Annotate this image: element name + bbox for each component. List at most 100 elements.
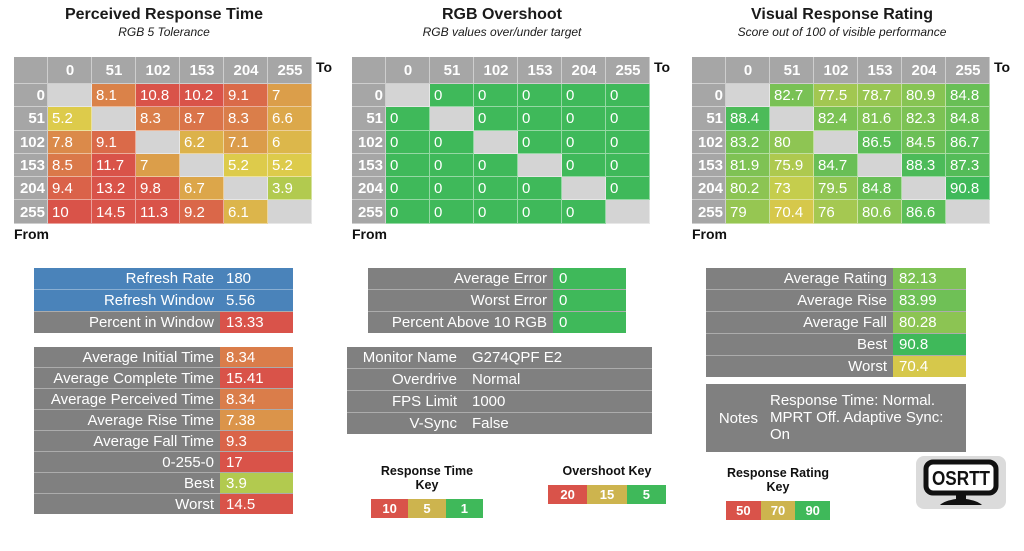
heatmap-cell: 8.3 — [224, 107, 268, 131]
key-title: Overshoot Key — [562, 464, 652, 478]
column-header: 255 — [946, 57, 990, 84]
column-header: 102 — [136, 57, 180, 84]
key-bar: 50 70 90 — [726, 501, 831, 520]
heatmap-cell: 8.1 — [92, 84, 136, 108]
from-axis-label: From — [352, 226, 387, 242]
from-axis-label: From — [692, 226, 727, 242]
heatmap-cell: 14.5 — [92, 200, 136, 224]
column-header: 51 — [430, 57, 474, 84]
heatmap-blank-cell — [946, 200, 990, 224]
heatmap-cell: 6 — [268, 130, 312, 154]
heatmap-cell: 84.8 — [858, 177, 902, 201]
heatmap-cell: 0 — [430, 177, 474, 201]
stat-label: Average Rise — [797, 292, 887, 309]
row-header: 51 — [692, 107, 726, 131]
stat-label: Average Rating — [783, 270, 887, 287]
heatmap-cell: 10 — [48, 200, 92, 224]
heatmap-title: RGB Overshoot — [441, 6, 562, 23]
stat-row: Worst Error 0 — [368, 289, 626, 311]
stat-row: V-Sync False — [347, 412, 652, 434]
heatmap-cell: 0 — [386, 200, 430, 224]
heatmap-cell: 75.9 — [770, 153, 814, 178]
stat-label: Average Error — [453, 270, 547, 287]
heatmap-cell: 80.6 — [858, 200, 902, 224]
heatmap-cell: 7.1 — [224, 130, 268, 154]
stat-label: Monitor Name — [362, 349, 457, 366]
heatmap-blank-cell — [562, 177, 606, 201]
stat-row: Percent in Window 13.33 — [34, 311, 293, 333]
heatmap-blank-cell — [136, 130, 180, 154]
stat-value: 83.99 — [893, 290, 966, 311]
stat-label: Best — [856, 336, 887, 353]
heatmap-cell: 0 — [430, 200, 474, 224]
heatmap-cell: 10.8 — [136, 84, 180, 108]
heatmap-blank-cell — [268, 200, 312, 224]
heatmap-cell: 0 — [606, 177, 650, 201]
heatmap-cell: 80 — [770, 130, 814, 154]
stat-row: Worst 14.5 — [34, 493, 293, 514]
column-header: 255 — [606, 57, 650, 84]
column-header: 204 — [224, 57, 268, 84]
stats-table-monitor-info: Monitor Name G274QPF E2 Overdrive Normal FPS… — [347, 347, 652, 434]
heatmap-cell: 88.4 — [726, 107, 770, 131]
key-cell: 1 — [445, 499, 483, 518]
heatmap-blank-cell — [814, 130, 858, 154]
row-header: 255 — [14, 200, 48, 224]
heatmap-blank-cell — [902, 177, 946, 201]
row-header: 204 — [352, 177, 386, 201]
heatmap-blank-cell — [386, 84, 430, 108]
row-header: 0 — [14, 84, 48, 108]
heatmap-cell: 87.3 — [946, 153, 990, 178]
row-header: 51 — [352, 107, 386, 131]
stat-value: 0 — [553, 290, 626, 311]
heatmap-cell: 0 — [518, 130, 562, 154]
stat-row: Notes Response Time: Normal. MPRT Off. Ad… — [706, 384, 966, 452]
heatmap-cell: 9.1 — [92, 130, 136, 154]
column-header: 51 — [770, 57, 814, 84]
row-header: 153 — [14, 153, 48, 178]
row-header: 0 — [352, 84, 386, 108]
heatmap-blank-cell — [726, 84, 770, 108]
stat-value: 90.8 — [893, 334, 966, 355]
heatmap-cell: 5.2 — [268, 153, 312, 178]
stat-value: 70.4 — [893, 356, 966, 377]
heatmap-cell: 13.2 — [92, 177, 136, 201]
column-header: 204 — [562, 57, 606, 84]
column-header: 255 — [268, 57, 312, 84]
stat-label: Worst Error — [470, 292, 547, 309]
heatmap-cell: 0 — [606, 153, 650, 178]
heatmap-blank-cell — [474, 130, 518, 154]
heatmap-cell: 82.3 — [902, 107, 946, 131]
heatmap-cell: 0 — [430, 153, 474, 178]
heatmap-cell: 7 — [136, 153, 180, 178]
heatmap-cell: 6.1 — [224, 200, 268, 224]
stat-label: Average Rise Time — [87, 411, 214, 429]
stats-table-rating: Average Rating 82.13 Average Rise 83.99 Aver… — [706, 268, 966, 377]
stat-label: FPS Limit — [391, 393, 457, 410]
row-header: 102 — [14, 130, 48, 154]
monitor-icon: OSRTT — [923, 459, 999, 505]
heatmap-cell: 0 — [474, 200, 518, 224]
stat-value: 13.33 — [220, 312, 293, 333]
key-title: Response Time Key — [380, 464, 474, 492]
to-axis-label: To — [316, 59, 333, 75]
stat-label: Worst — [848, 358, 887, 375]
heatmap-cell: 90.8 — [946, 177, 990, 201]
stat-row: Overdrive Normal — [347, 368, 652, 390]
heatmap-blank-cell — [224, 177, 268, 201]
heatmap-cell: 0 — [518, 200, 562, 224]
row-header: 255 — [692, 200, 726, 224]
stat-value: Normal — [472, 371, 521, 388]
column-header: 204 — [902, 57, 946, 84]
heatmap-blank-cell — [180, 153, 224, 178]
heatmap-cell: 0 — [474, 107, 518, 131]
heatmap-cell: 83.2 — [726, 130, 770, 154]
to-axis-label: To — [654, 59, 671, 75]
from-axis-label: From — [14, 226, 49, 242]
heatmap-cell: 0 — [474, 177, 518, 201]
heatmap-cell: 0 — [430, 84, 474, 108]
heatmap-blank-cell — [430, 107, 474, 131]
stat-row: 0-255-0 17 — [34, 451, 293, 472]
heatmap-subtitle: RGB 5 Tolerance — [118, 25, 210, 39]
